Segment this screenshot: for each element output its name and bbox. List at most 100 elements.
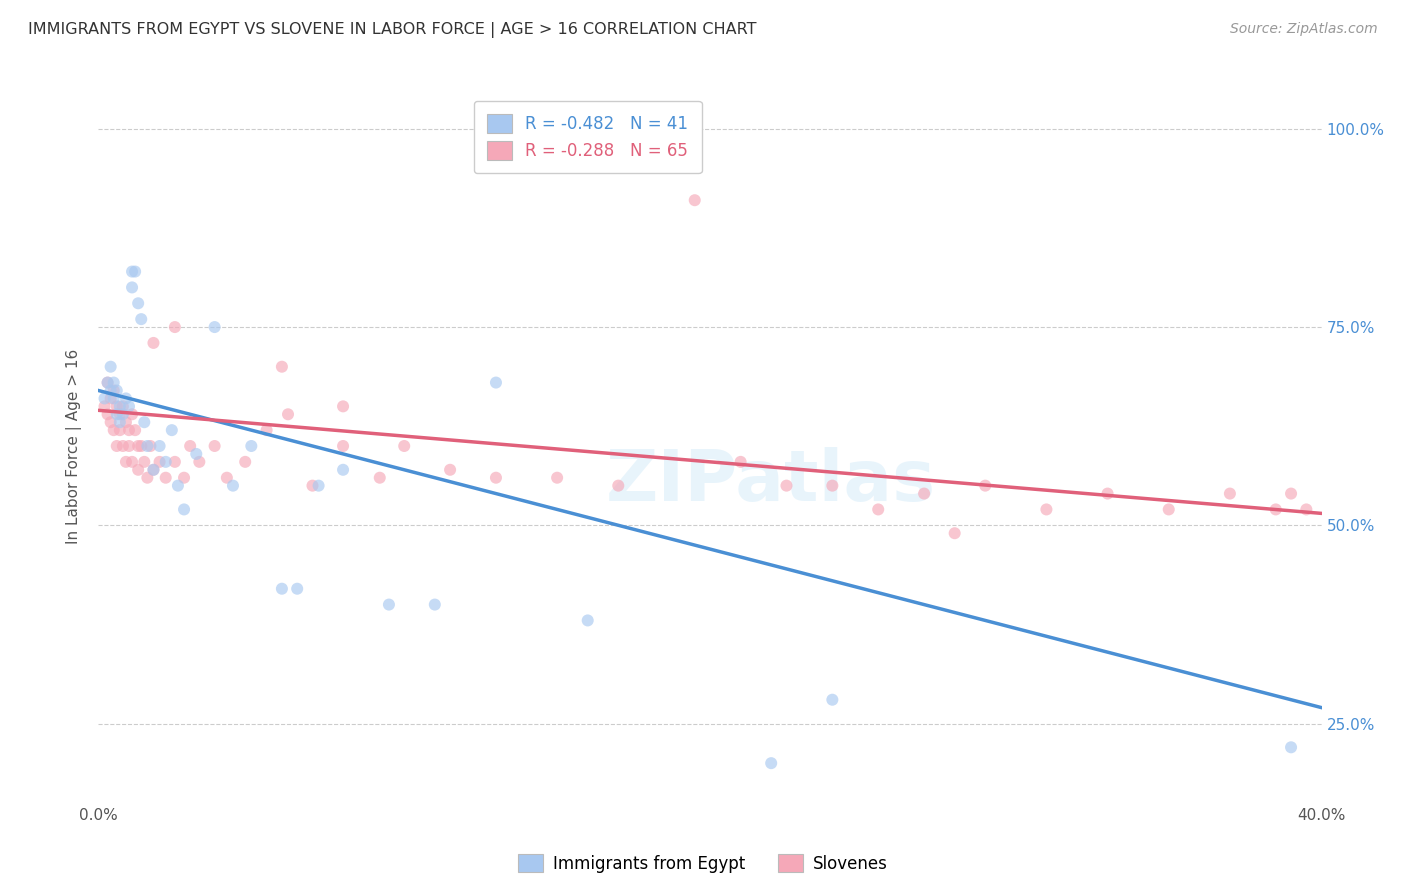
Point (1157, 502, 1180, 516)
Point (240, 439, 263, 453)
Point (256, 423, 278, 437)
Point (1219, 486, 1241, 500)
Point (129, 312, 152, 326)
Point (93, 400, 115, 414)
Point (204, 320, 226, 334)
Point (167, 478, 190, 492)
Point (1035, 502, 1057, 516)
Point (285, 582, 308, 596)
Point (121, 264, 143, 278)
Point (97, 376, 120, 390)
Point (270, 582, 292, 596)
Point (105, 400, 128, 414)
Point (115, 392, 138, 406)
Point (134, 415, 156, 429)
Point (111, 400, 134, 414)
Text: IMMIGRANTS FROM EGYPT VS SLOVENE IN LABOR FORCE | AGE > 16 CORRELATION CHART: IMMIGRANTS FROM EGYPT VS SLOVENE IN LABO… (28, 22, 756, 38)
Point (173, 471, 195, 485)
Point (1279, 740, 1302, 755)
Point (759, 756, 782, 771)
Point (118, 400, 141, 414)
Point (111, 407, 134, 421)
Point (127, 463, 149, 477)
Point (142, 463, 165, 477)
Point (868, 502, 890, 516)
Point (108, 415, 131, 429)
Point (136, 471, 159, 485)
Point (118, 439, 141, 453)
Point (173, 502, 195, 516)
Point (368, 471, 391, 485)
Point (129, 439, 152, 453)
Point (121, 280, 143, 294)
Y-axis label: In Labor Force | Age > 16: In Labor Force | Age > 16 (66, 349, 83, 543)
Point (124, 423, 146, 437)
Point (149, 439, 172, 453)
Point (423, 598, 446, 612)
Text: Source: ZipAtlas.com: Source: ZipAtlas.com (1230, 22, 1378, 37)
Point (127, 296, 149, 310)
Point (485, 471, 508, 485)
Point (439, 463, 461, 477)
Point (134, 455, 156, 469)
Point (546, 471, 568, 485)
Point (108, 407, 131, 421)
Point (124, 264, 146, 278)
Point (105, 439, 128, 453)
Point (149, 455, 172, 469)
Point (97, 407, 120, 421)
Point (821, 692, 844, 706)
Point (204, 439, 226, 453)
Point (485, 376, 508, 390)
Point (139, 439, 162, 453)
Point (332, 463, 354, 477)
Point (121, 455, 143, 469)
Point (108, 423, 131, 437)
Point (912, 486, 935, 500)
Point (1295, 502, 1317, 516)
Point (93, 392, 115, 406)
Legend: Immigrants from Egypt, Slovenes: Immigrants from Egypt, Slovenes (512, 847, 894, 880)
Point (105, 384, 128, 398)
Point (100, 384, 122, 398)
Point (270, 359, 292, 374)
Point (332, 400, 354, 414)
Point (215, 471, 238, 485)
Point (136, 439, 159, 453)
Point (974, 478, 997, 492)
Point (103, 376, 125, 390)
Point (155, 471, 177, 485)
Point (683, 193, 706, 207)
Text: ZIPatlas: ZIPatlas (606, 447, 936, 516)
Point (607, 478, 630, 492)
Point (103, 392, 125, 406)
Point (308, 478, 330, 492)
Point (97, 376, 120, 390)
Point (163, 320, 186, 334)
Point (332, 439, 354, 453)
Point (155, 455, 177, 469)
Point (775, 478, 797, 492)
Point (277, 407, 299, 421)
Point (115, 455, 138, 469)
Point (378, 598, 401, 612)
Point (111, 439, 134, 453)
Point (142, 335, 165, 350)
Point (730, 455, 752, 469)
Point (233, 455, 256, 469)
Point (115, 415, 138, 429)
Point (163, 455, 186, 469)
Point (1279, 486, 1302, 500)
Point (118, 423, 141, 437)
Legend: R = -0.482   N = 41, R = -0.288   N = 65: R = -0.482 N = 41, R = -0.288 N = 65 (474, 101, 702, 173)
Point (576, 614, 599, 628)
Point (188, 455, 211, 469)
Point (100, 415, 122, 429)
Point (103, 423, 125, 437)
Point (943, 526, 966, 541)
Point (127, 439, 149, 453)
Point (160, 423, 183, 437)
Point (1097, 486, 1119, 500)
Point (821, 478, 844, 492)
Point (105, 407, 128, 421)
